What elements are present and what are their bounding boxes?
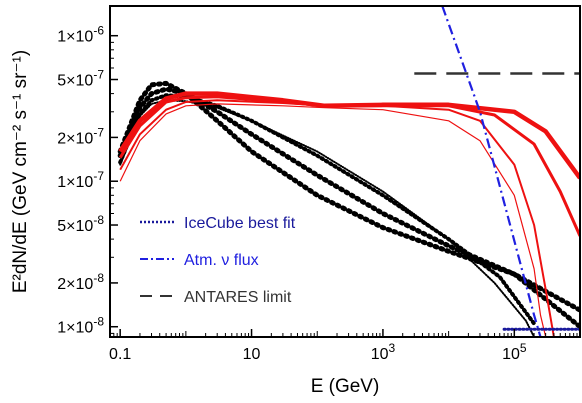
x-axis-label: E (GeV) [311,376,380,397]
series-line-atm-nu-8 [441,6,542,337]
series-line-model-black-dotted-0 [117,80,580,313]
series-layer [117,6,580,337]
y-tick-label: 1×10-8 [57,315,104,337]
legend-label: IceCube best fit [184,215,296,232]
y-tick-label: 5×10-8 [57,213,104,235]
y-tick-label: 1×10-7 [57,169,104,191]
x-tick-label: 105 [502,341,527,363]
y-tick-label: 2×10-7 [57,125,104,147]
x-tick-label: 10 [243,346,261,363]
legend-label: Atm. ν flux [184,252,259,269]
y-tick-label: 1×10-6 [57,24,104,46]
x-tick-label: 0.1 [109,346,131,363]
series-line-model-black-dotted-1 [117,86,580,330]
y-tick-label: 2×10-8 [57,271,104,293]
series-line-model-black-dotted-3 [119,99,536,337]
series-line-model-red-6 [119,99,555,337]
legend-label: ANTARES limit [184,289,292,306]
legend: IceCube best fit Atm. ν flux ANTARES limit [140,215,296,306]
plot-frame [109,5,581,338]
y-axis-label: E²dN/dE (GeV cm⁻² s⁻¹ sr⁻¹) [10,50,31,293]
ticks-layer: 0.1 10 103 105 1×10-6 5×10-7 2×10-7 1×10-7 5×10-… [57,24,581,363]
y-tick-label: 5×10-7 [57,68,104,90]
x-tick-label: 103 [371,341,396,363]
series-line-model-red-7 [119,103,547,337]
series-line-model-black-dotted-2 [118,93,537,326]
